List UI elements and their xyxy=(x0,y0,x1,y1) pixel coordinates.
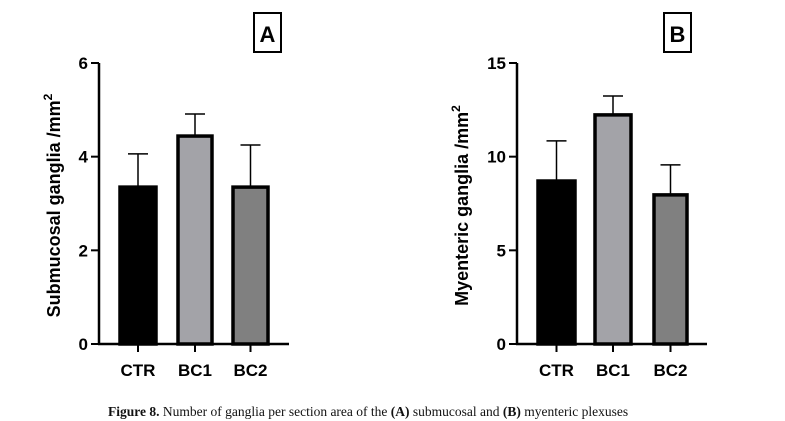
panel-label: B xyxy=(670,22,686,47)
caption-text-1: Number of ganglia per section area of th… xyxy=(162,404,388,419)
caption-ref-b: (B) xyxy=(502,404,521,419)
x-tick-label: BC1 xyxy=(178,361,212,380)
y-tick-label: 2 xyxy=(79,241,88,260)
y-tick-label: 5 xyxy=(497,241,506,260)
y-axis-label-superscript: 2 xyxy=(41,93,55,100)
y-axis-label-text: Myenteric ganglia /mm xyxy=(452,112,472,306)
y-axis-label-superscript: 2 xyxy=(449,105,463,112)
bar-ctr xyxy=(536,179,577,346)
caption-text-2: submucosal and xyxy=(412,404,500,419)
bar-bc1 xyxy=(176,134,214,346)
x-tick-label: CTR xyxy=(539,361,574,380)
bar-ctr xyxy=(118,185,158,346)
y-tick-label: 4 xyxy=(79,148,89,167)
bar-bc2 xyxy=(231,185,270,346)
panel-label-box xyxy=(253,12,282,53)
figure-caption: Figure 8. Number of ganglia per section … xyxy=(108,404,628,420)
y-axis-label-text: Submucosal ganglia /mm xyxy=(44,100,64,317)
bar-bc2 xyxy=(652,193,689,346)
panel-label-box xyxy=(663,12,692,53)
panel-label: A xyxy=(260,22,276,47)
y-axis-label: Myenteric ganglia /mm2 xyxy=(449,105,472,306)
x-tick-label: BC2 xyxy=(233,361,267,380)
caption-label: Figure 8. xyxy=(108,404,160,419)
chart-panel-b: B CTR BC1 BC2 0 5 10 15 Myenteric ganglia /mm2 xyxy=(449,12,707,380)
y-tick-label: 10 xyxy=(487,148,506,167)
x-tick-label: BC2 xyxy=(653,361,687,380)
caption-ref-a: (A) xyxy=(390,404,410,419)
y-tick-label: 0 xyxy=(497,335,506,354)
y-tick-label: 0 xyxy=(79,335,88,354)
x-tick-label: CTR xyxy=(121,361,156,380)
bar-bc1 xyxy=(593,113,633,346)
x-tick-label: BC1 xyxy=(596,361,630,380)
y-tick-label: 6 xyxy=(79,54,88,73)
y-axis-label: Submucosal ganglia /mm2 xyxy=(41,93,64,317)
caption-text-3: myenteric plexuses xyxy=(524,404,629,419)
y-tick-label: 15 xyxy=(487,54,506,73)
